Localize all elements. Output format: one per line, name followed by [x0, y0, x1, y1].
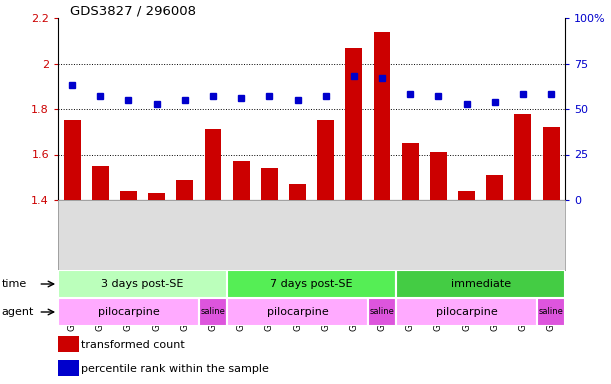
Bar: [227, 298, 368, 326]
Bar: [396, 298, 537, 326]
Bar: [92, 166, 109, 200]
Text: pilocarpine: pilocarpine: [98, 307, 159, 317]
Bar: [233, 161, 250, 200]
Bar: [396, 270, 565, 298]
Text: pilocarpine: pilocarpine: [266, 307, 328, 317]
Bar: [317, 120, 334, 200]
Text: percentile rank within the sample: percentile rank within the sample: [81, 364, 269, 374]
Text: transformed count: transformed count: [81, 340, 185, 350]
Bar: [58, 360, 79, 376]
Text: saline: saline: [370, 308, 395, 316]
Bar: [458, 191, 475, 200]
Text: GDS3827 / 296008: GDS3827 / 296008: [70, 5, 196, 18]
Text: immediate: immediate: [450, 279, 511, 289]
Text: saline: saline: [200, 308, 225, 316]
Bar: [373, 31, 390, 200]
Text: 3 days post-SE: 3 days post-SE: [101, 279, 184, 289]
Bar: [289, 184, 306, 200]
Text: time: time: [2, 279, 27, 289]
Bar: [227, 270, 396, 298]
Text: agent: agent: [2, 307, 34, 317]
Bar: [199, 298, 227, 326]
Bar: [345, 48, 362, 200]
Bar: [58, 298, 199, 326]
Bar: [537, 298, 565, 326]
Bar: [205, 129, 221, 200]
Bar: [368, 298, 396, 326]
Bar: [402, 143, 419, 200]
Bar: [261, 168, 278, 200]
Bar: [177, 180, 193, 200]
Bar: [486, 175, 503, 200]
Text: saline: saline: [539, 308, 563, 316]
Bar: [543, 127, 560, 200]
Text: pilocarpine: pilocarpine: [436, 307, 497, 317]
Bar: [514, 114, 532, 200]
Bar: [58, 336, 79, 352]
Bar: [120, 191, 137, 200]
Bar: [430, 152, 447, 200]
Text: 7 days post-SE: 7 days post-SE: [270, 279, 353, 289]
Bar: [64, 120, 81, 200]
Bar: [148, 193, 165, 200]
Bar: [58, 270, 227, 298]
